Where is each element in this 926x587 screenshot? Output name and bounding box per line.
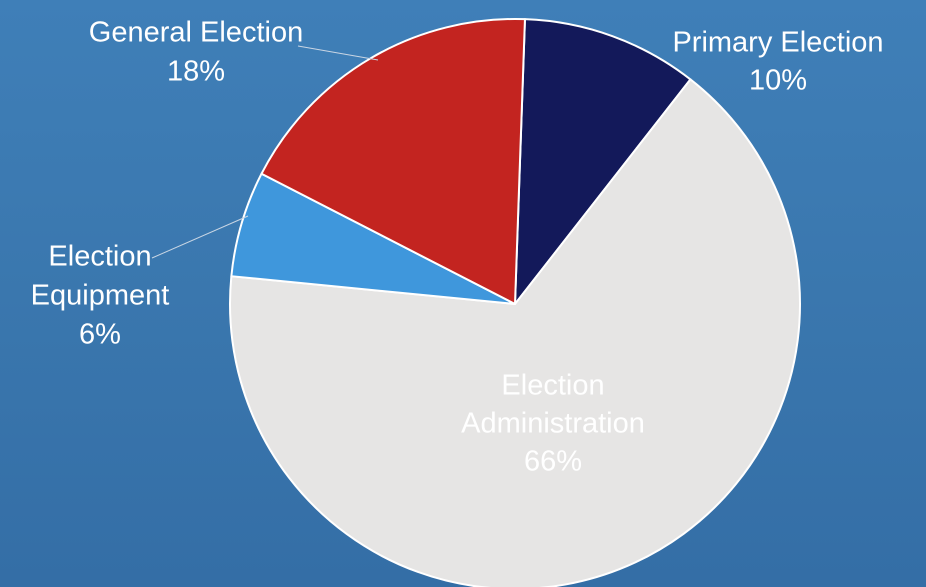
slice-percent-election-administration: 66% bbox=[524, 446, 582, 478]
leader-line-election-equipment bbox=[151, 215, 249, 259]
slice-percent-election-equipment: 6% bbox=[79, 319, 121, 351]
slice-label-election-administration: Administration bbox=[461, 408, 645, 440]
slice-label-election-equipment: Equipment bbox=[31, 280, 170, 312]
leader-line-general-election bbox=[297, 45, 379, 61]
slice-label-election-equipment: Election bbox=[48, 241, 151, 273]
slice-label-general-election: General Election bbox=[89, 17, 303, 49]
pie-slice-primary-election bbox=[514, 18, 692, 305]
slice-label-election-administration: Election bbox=[501, 370, 604, 402]
slice-percent-primary-election: 10% bbox=[749, 65, 807, 97]
slice-percent-general-election: 18% bbox=[167, 56, 225, 88]
slice-label-primary-election: Primary Election bbox=[672, 27, 883, 59]
pie-slice-election-administration bbox=[228, 78, 801, 587]
